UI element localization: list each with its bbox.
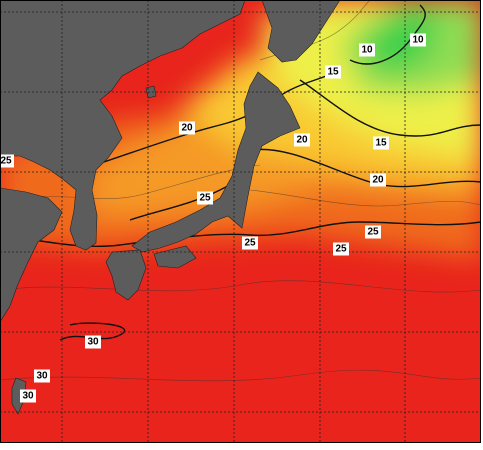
contour-label-box bbox=[365, 225, 381, 239]
contour-label: 15 bbox=[325, 65, 341, 79]
contour-label: 20 bbox=[179, 121, 195, 135]
contour-label-text: 25 bbox=[0, 156, 12, 167]
contour-label-text: 20 bbox=[372, 175, 384, 186]
contour-label-text: 25 bbox=[199, 193, 211, 204]
contour-label: 30 bbox=[85, 335, 101, 349]
contour-label-box bbox=[359, 43, 375, 57]
contour-label-box bbox=[370, 173, 386, 187]
contour-label-box bbox=[179, 121, 195, 135]
contour-label: 30 bbox=[34, 369, 50, 383]
contour-label: 25 bbox=[197, 191, 213, 205]
land bbox=[0, 0, 341, 415]
contour-label: 15 bbox=[373, 136, 389, 150]
contour-label-box bbox=[85, 335, 101, 349]
contour-label-text: 25 bbox=[335, 244, 347, 255]
contour-label: 20 bbox=[294, 133, 310, 147]
contour-label-box bbox=[34, 369, 50, 383]
contour-label-box bbox=[20, 389, 36, 403]
contour-label-box bbox=[294, 133, 310, 147]
contour-label-box bbox=[197, 191, 213, 205]
contour-label-text: 30 bbox=[87, 337, 99, 348]
contour-label: 25 bbox=[333, 242, 349, 256]
contour-label-box bbox=[333, 242, 349, 256]
contour-label: 20 bbox=[370, 173, 386, 187]
contour-label-box bbox=[0, 154, 14, 168]
contour-label-box bbox=[373, 136, 389, 150]
contour-label: 25 bbox=[242, 236, 258, 250]
contour-label-text: 30 bbox=[36, 371, 48, 382]
contour-label-box bbox=[410, 33, 426, 47]
contour-label-text: 20 bbox=[296, 135, 308, 146]
contour-label-text: 20 bbox=[181, 123, 193, 134]
contour-label: 30 bbox=[20, 389, 36, 403]
contour-label: 10 bbox=[410, 33, 426, 47]
contour-label-text: 10 bbox=[361, 45, 373, 56]
contour-label: 25 bbox=[0, 154, 14, 168]
contour-label: 25 bbox=[365, 225, 381, 239]
contour-label-box bbox=[325, 65, 341, 79]
contour-label: 10 bbox=[359, 43, 375, 57]
contour-label-text: 25 bbox=[244, 238, 256, 249]
contour-label-text: 15 bbox=[375, 138, 387, 149]
contour-label-text: 25 bbox=[367, 227, 379, 238]
contour-label-text: 10 bbox=[412, 35, 424, 46]
contour-label-box bbox=[242, 236, 258, 250]
contour-label-text: 30 bbox=[22, 391, 34, 402]
contour-label-text: 15 bbox=[327, 67, 339, 78]
